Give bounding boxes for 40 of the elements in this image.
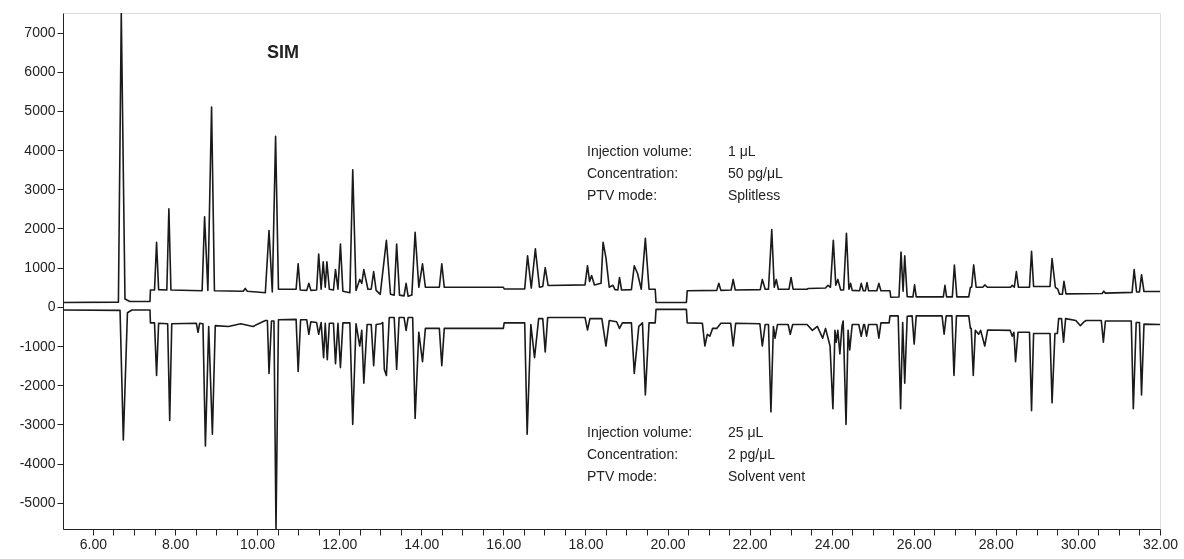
x-tick-label: 26.00 (896, 535, 932, 552)
annotation: PTV mode: (587, 187, 658, 203)
y-tick-label: 2000 (24, 219, 56, 236)
y-tick-label: 6000 (24, 63, 56, 80)
annotation: Injection volume: (587, 143, 693, 159)
y-tick-label: -3000 (19, 415, 56, 432)
x-tick-label: 14.00 (404, 535, 440, 552)
y-tick-label: 4000 (24, 141, 56, 158)
x-tick-label: 10.00 (240, 535, 276, 552)
y-tick-label: -1000 (19, 337, 56, 354)
x-tick-label: 12.00 (322, 535, 358, 552)
x-tick-label: 16.00 (486, 535, 522, 552)
y-tick-label: -5000 (19, 494, 56, 511)
x-tick-label: 18.00 (568, 535, 604, 552)
x-tick-label: 32.00 (1142, 535, 1179, 552)
y-tick-label: 3000 (24, 180, 56, 197)
annotation: SIM (267, 42, 300, 62)
annotation: PTV mode: (587, 468, 658, 484)
x-tick-label: 6.00 (79, 535, 108, 552)
y-tick-label: -2000 (19, 376, 56, 393)
x-tick-label: 28.00 (978, 535, 1015, 552)
x-tick-label: 30.00 (1060, 535, 1097, 552)
x-tick-label: 8.00 (161, 535, 190, 552)
annotation: Splitless (728, 187, 781, 203)
annotation: 1 μL (728, 143, 756, 159)
y-tick-label: 0 (47, 298, 56, 315)
annotation: Concentration: (587, 165, 679, 181)
x-tick-label: 20.00 (650, 535, 686, 552)
annotation: 2 pg/μL (728, 446, 776, 462)
annotation: 50 pg/μL (728, 165, 783, 181)
y-tick-label: 5000 (24, 102, 56, 119)
y-tick-label: 1000 (24, 259, 56, 276)
x-tick-label: 22.00 (732, 535, 768, 552)
y-tick-label: -4000 (19, 455, 56, 472)
annotation: 25 μL (728, 424, 764, 440)
annotation: Concentration: (587, 446, 679, 462)
annotation: Solvent vent (728, 468, 806, 484)
x-tick-label: 24.00 (814, 535, 850, 552)
y-tick-label: 7000 (24, 24, 56, 41)
annotation: Injection volume: (587, 424, 693, 440)
